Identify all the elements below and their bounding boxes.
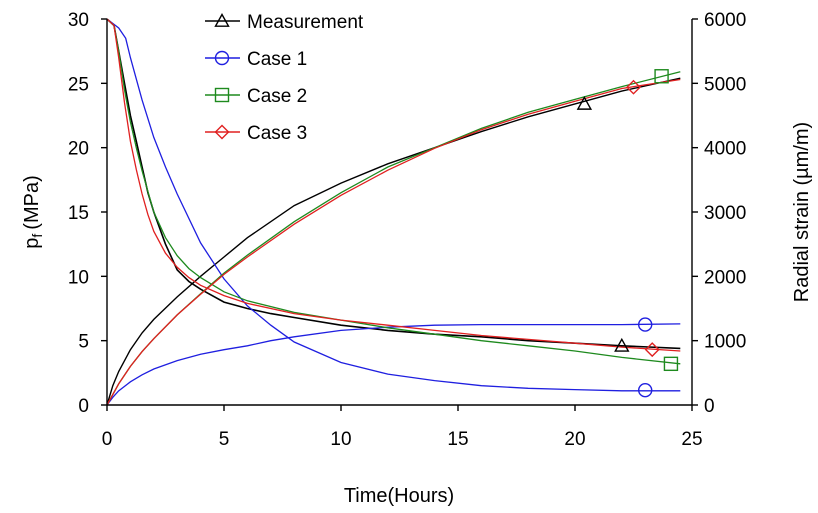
measurement-pressure-line bbox=[106, 18, 681, 350]
measurement-strain-line bbox=[106, 77, 681, 406]
case-1-pressure-line bbox=[106, 18, 681, 392]
left-axis-title-subscript: f bbox=[29, 234, 45, 238]
y-right-tick-label: 1000 bbox=[704, 332, 746, 353]
legend-measurement-label: Measurement bbox=[247, 12, 364, 33]
measurement-marker bbox=[576, 95, 593, 110]
y-right-tick-label: 4000 bbox=[704, 139, 746, 160]
y-left-tick-label: 10 bbox=[68, 267, 89, 288]
left-axis-title-unit: (MPa) bbox=[21, 175, 43, 229]
y-right-tick-label: 6000 bbox=[704, 10, 746, 31]
y-right-tick-label: 3000 bbox=[704, 203, 746, 224]
x-tick-label: 5 bbox=[219, 429, 230, 450]
y-left-tick-label: 15 bbox=[68, 203, 89, 224]
y-left-tick-label: 0 bbox=[78, 396, 89, 417]
case-1-strain-line bbox=[106, 323, 681, 406]
y-right-tick-label: 0 bbox=[704, 396, 715, 417]
case-3-strain-line bbox=[106, 78, 681, 406]
x-tick-label: 15 bbox=[447, 429, 468, 450]
plot-lines bbox=[106, 18, 681, 406]
plot-markers bbox=[576, 69, 679, 398]
case-2-marker bbox=[654, 69, 669, 84]
legend-case-3-marker bbox=[214, 124, 230, 140]
y-right-tick-label: 2000 bbox=[704, 267, 746, 288]
y-left-tick-label: 5 bbox=[78, 332, 89, 353]
legend-measurement-marker bbox=[214, 13, 230, 27]
legend-case-1-marker bbox=[214, 50, 230, 66]
legend-case-2-marker bbox=[214, 87, 230, 103]
case-1-marker bbox=[638, 317, 653, 332]
right-axis-title: Radial strain (µm/m) bbox=[791, 122, 813, 302]
y-left-tick-label: 20 bbox=[68, 139, 89, 160]
left-axis-title-symbol: p bbox=[21, 238, 43, 249]
x-tick-label: 0 bbox=[102, 429, 113, 450]
case-3-marker bbox=[626, 79, 641, 95]
axis-ticks: 0 5 10 15 20 25051015202530010002000300040005… bbox=[68, 10, 746, 450]
legend-case-3-label: Case 3 bbox=[247, 123, 307, 144]
y-left-tick-label: 25 bbox=[68, 74, 89, 95]
left-axis-title: pf (MPa) bbox=[21, 175, 45, 248]
legend-case-1-label: Case 1 bbox=[247, 49, 307, 70]
case-2-pressure-line bbox=[106, 18, 681, 365]
case-3-marker bbox=[644, 342, 660, 358]
case-2-strain-line bbox=[106, 71, 681, 406]
x-axis-title: Time(Hours) bbox=[344, 485, 454, 507]
legend: Measurement Case 1 Case 2 Case 3 bbox=[205, 12, 364, 144]
x-tick-label: 10 bbox=[330, 429, 351, 450]
case-2-marker bbox=[663, 356, 679, 372]
x-tick-label: 20 bbox=[564, 429, 585, 450]
measurement-marker bbox=[614, 337, 630, 352]
case-3-pressure-line bbox=[106, 18, 681, 352]
y-left-tick-label: 30 bbox=[68, 10, 89, 31]
y-right-tick-label: 5000 bbox=[704, 74, 746, 95]
legend-case-2-label: Case 2 bbox=[247, 86, 307, 107]
case-1-marker bbox=[638, 383, 653, 398]
x-tick-label: 25 bbox=[681, 429, 702, 450]
